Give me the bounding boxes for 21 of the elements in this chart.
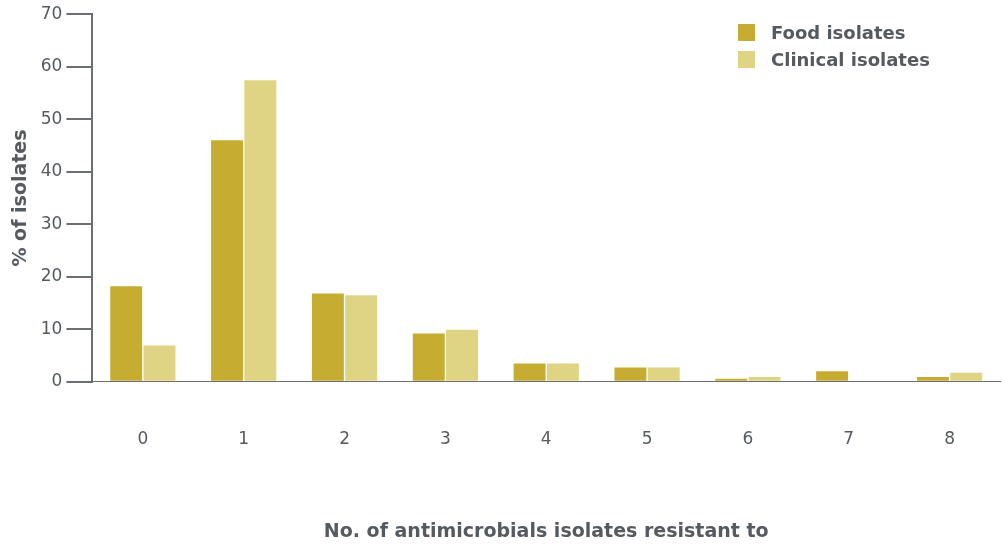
x-tick-label: 0 bbox=[137, 428, 149, 449]
y-tick-label: 40 bbox=[40, 160, 63, 181]
y-tick-label: 60 bbox=[40, 55, 63, 76]
y-tick-label: 70 bbox=[40, 2, 63, 23]
x-tick-label: 5 bbox=[641, 428, 653, 449]
legend-label: Food isolates bbox=[771, 22, 906, 44]
x-tick-label: 1 bbox=[238, 428, 250, 449]
x-tick-label: 6 bbox=[742, 428, 754, 449]
x-tick-label: 2 bbox=[339, 428, 350, 449]
x-tick-label: 8 bbox=[944, 428, 956, 449]
y-tick-label: 0 bbox=[51, 370, 63, 391]
y-tick-label: 10 bbox=[40, 317, 63, 338]
y-tick-label: 30 bbox=[40, 212, 63, 233]
y-tick-label: 50 bbox=[40, 107, 63, 128]
x-axis-title: No. of antimicrobials isolates resistant to bbox=[323, 518, 769, 541]
x-tick-label: 3 bbox=[439, 428, 451, 449]
y-tick-label: 20 bbox=[40, 265, 63, 286]
legend-label: Clinical isolates bbox=[771, 49, 930, 71]
x-tick-label: 7 bbox=[843, 428, 855, 449]
x-tick-label: 4 bbox=[540, 428, 552, 449]
y-axis-title: % of isolates bbox=[8, 129, 31, 267]
